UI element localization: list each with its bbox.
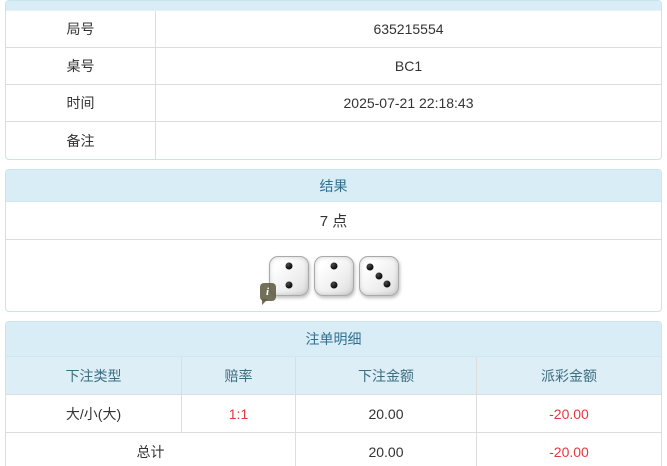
bet-odds-value: 1:1 [182,395,296,432]
time-label: 时间 [6,85,156,121]
total-label: 总计 [6,433,296,466]
result-panel-title: 结果 [6,170,661,202]
points-value: 7 点 [319,213,348,230]
col-header-payout-amount: 派彩金额 [541,367,597,384]
info-tooltip-icon[interactable]: i [259,282,276,305]
table-id-value: BC1 [394,58,423,74]
die-pip [366,263,374,271]
round-info-header-bar [6,1,661,11]
dice-strip: i [259,255,399,305]
die-pip [375,272,382,279]
remark-value [156,122,661,159]
col-header-bet-type: 下注类型 [6,357,182,394]
die-face-3 [358,255,399,296]
bet-details-title: 注单明细 [6,322,661,357]
dice-row: i [6,240,661,311]
round-id-value: 635215554 [373,21,444,37]
total-bet-amount: 20.00 [296,433,477,466]
total-row: 总计 20.00 -20.00 [6,433,661,466]
points-row: 7 点 [6,202,661,240]
bet-amount-value: 20.00 [296,395,477,432]
round-id-row: 局号 635215554 [6,11,661,48]
bet-row: 大/小(大) 1:1 20.00 -20.00 [6,395,661,433]
round-id-label: 局号 [6,11,156,47]
die-pip [330,262,337,270]
remark-row: 备注 [6,122,661,159]
table-id-row: 桌号 BC1 [6,48,661,85]
col-header-odds: 赔率 [182,357,296,394]
die-face-2 [313,255,354,296]
bet-type-value: 大/小(大) [6,395,182,432]
time-value: 2025-07-21 22:18:43 [343,95,474,111]
die-pip [285,281,292,289]
result-panel: 结果 7 点 i [5,169,662,312]
col-header-bet-amount: 下注金额 [296,357,477,394]
bet-payout-value: -20.00 [549,405,589,422]
die-pip [383,280,391,288]
table-id-label: 桌号 [6,48,156,84]
die-pip [330,281,337,289]
time-row: 时间 2025-07-21 22:18:43 [6,85,661,122]
bet-table-header-row: 下注类型 赔率 下注金额 派彩金额 [6,357,661,395]
total-payout-amount: -20.00 [549,444,589,460]
die-pip [285,262,292,270]
bet-details-panel: 注单明细 下注类型 赔率 下注金额 派彩金额 大/小(大) 1:1 20.00 … [5,321,662,466]
round-info-panel: 局号 635215554 桌号 BC1 时间 2025-07-21 22:18:… [5,0,662,160]
remark-label: 备注 [6,122,156,159]
